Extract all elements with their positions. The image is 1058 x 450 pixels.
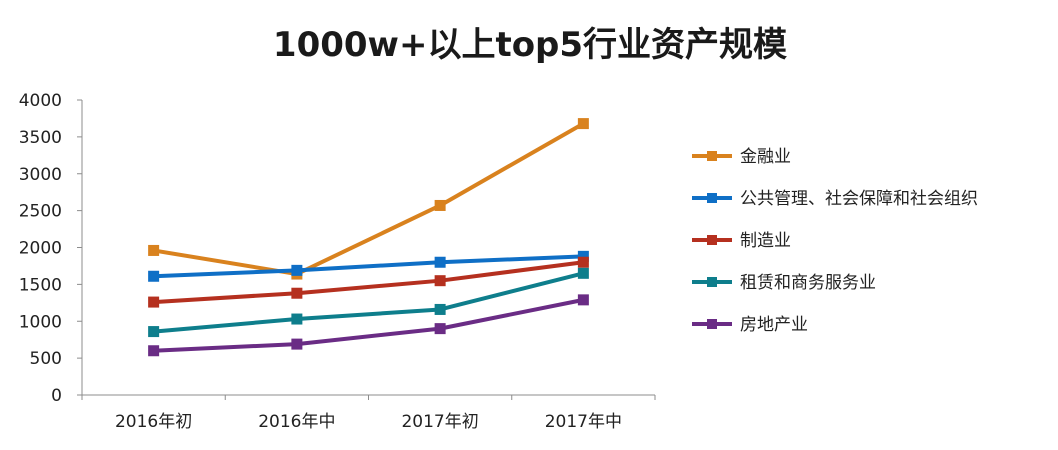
data-point [148, 345, 160, 357]
series-2 [148, 256, 589, 308]
x-tick-label: 2017年中 [545, 412, 622, 432]
y-tick-label: 1500 [19, 275, 62, 295]
data-point [148, 244, 160, 256]
data-point [577, 267, 589, 279]
legend-item: 房地产业 [692, 315, 808, 335]
chart-axes: 0 500 1000 1500 2000 2500 3000 3500 4000 2016年初 20… [19, 91, 656, 432]
data-point [434, 256, 446, 268]
series-3 [148, 267, 589, 338]
x-tick-label: 2017年初 [401, 412, 478, 432]
data-point [291, 264, 303, 276]
legend-item: 制造业 [692, 231, 791, 251]
legend-label: 公共管理、社会保障和社会组织 [740, 189, 978, 209]
y-tick-label: 3000 [19, 165, 62, 185]
legend-label: 金融业 [740, 147, 791, 167]
legend-marker [707, 151, 717, 161]
data-point [148, 296, 160, 308]
series-1 [148, 250, 589, 282]
y-tick-label: 500 [30, 349, 62, 369]
legend-marker [707, 277, 717, 287]
data-point [291, 313, 303, 325]
data-point [148, 326, 160, 338]
data-point [434, 275, 446, 287]
x-tick-label: 2016年中 [258, 412, 335, 432]
legend-marker [707, 319, 717, 329]
legend-item: 金融业 [692, 147, 791, 167]
series-line [151, 254, 586, 279]
data-point [291, 338, 303, 350]
x-tick-label: 2016年初 [115, 412, 192, 432]
legend-item: 公共管理、社会保障和社会组织 [692, 189, 978, 209]
y-tick-label: 2000 [19, 239, 62, 259]
data-point [434, 323, 446, 335]
series-4 [148, 294, 589, 357]
chart-title: 1000w+以上top5行业资产规模 [273, 25, 787, 65]
legend-marker [707, 193, 717, 203]
legend-item: 租赁和商务服务业 [692, 273, 876, 293]
series-line [151, 297, 586, 353]
data-point [577, 118, 589, 130]
data-point [148, 270, 160, 282]
series-0 [148, 118, 589, 280]
series-line [151, 260, 586, 305]
series-line [151, 271, 586, 334]
data-point [291, 287, 303, 299]
data-point [434, 303, 446, 315]
y-tick-label: 3500 [19, 128, 62, 148]
y-tick-label: 1000 [19, 312, 62, 332]
series-line [151, 121, 586, 277]
legend-label: 制造业 [740, 231, 791, 251]
legend-marker [707, 235, 717, 245]
y-tick-label: 2500 [19, 202, 62, 222]
y-tick-label: 4000 [19, 91, 62, 111]
legend-label: 租赁和商务服务业 [740, 273, 876, 293]
y-tick-label: 0 [51, 386, 62, 406]
data-point [577, 294, 589, 306]
legend-label: 房地产业 [740, 315, 808, 335]
data-point [434, 199, 446, 211]
data-point [577, 256, 589, 268]
chart-series [148, 118, 589, 357]
